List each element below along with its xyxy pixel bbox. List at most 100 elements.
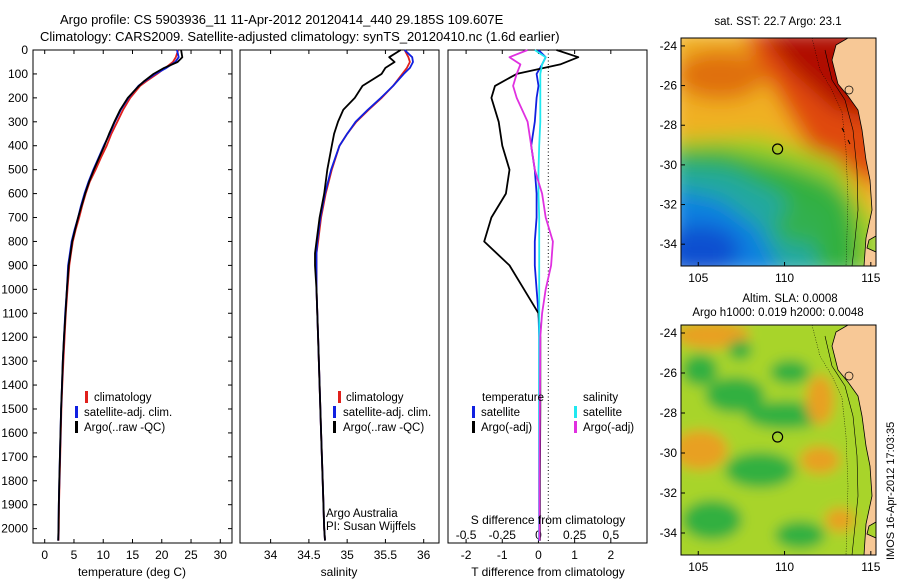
sla-map-subtitle: Argo h1000: 0.019 h2000: 0.0048 xyxy=(692,307,863,319)
depth-tick-label: 900 xyxy=(8,258,28,272)
x-tick-label: 0 xyxy=(535,548,542,562)
side-stamp: IMOS 16-Apr-2012 17:03:35 xyxy=(885,422,897,560)
temperature-panel: 0100200300400500600700800900100011001200… xyxy=(1,43,647,579)
legend-item: satellite-adj. clim. xyxy=(84,407,172,419)
x-tick-label: 1 xyxy=(571,548,578,562)
salinity-axis-label: salinity xyxy=(321,565,358,579)
temperature-ticks: 0 5 10 15 20 25 30 xyxy=(41,50,227,562)
temperature-legend: climatology satellite-adj. clim. Argo(..… xyxy=(75,391,172,434)
legend-swatch xyxy=(338,391,341,403)
difference-series xyxy=(483,49,580,541)
map-y-tick-label: -30 xyxy=(660,446,678,460)
x-tick-label: 34 xyxy=(264,548,278,562)
salinity-series xyxy=(314,49,414,541)
x-tick-label: 34.5 xyxy=(297,548,321,562)
depth-tick-label: 400 xyxy=(8,139,28,153)
map-x-tick-label: 105 xyxy=(688,271,708,285)
depth-tick-label: 600 xyxy=(8,187,28,201)
depth-tick-label: 100 xyxy=(8,67,28,81)
difference-panel: -2 -1 0 1 2 -0.5 -0.25 0 0.25 0.5 S difference f… xyxy=(447,49,648,579)
x-tick-label: 35 xyxy=(340,548,354,562)
map-y-tick-label: -24 xyxy=(660,326,678,340)
argo-position-marker xyxy=(771,143,784,155)
map-y-tick-label: -32 xyxy=(660,198,678,212)
legend-swatch xyxy=(574,421,577,433)
x-tick-label: 20 xyxy=(155,548,169,562)
x-tick-label: 10 xyxy=(97,548,111,562)
legend-title-salinity: salinity xyxy=(583,392,618,404)
t-difference-ticks: -2 -1 0 1 2 xyxy=(461,50,614,562)
x-tick-label: 0 xyxy=(41,548,48,562)
legend-item: Argo(..raw -QC) xyxy=(343,422,424,434)
map-y-tick-label: -28 xyxy=(660,406,678,420)
s-tick-label: -0.5 xyxy=(456,528,477,542)
series-line-2 xyxy=(57,49,184,541)
argo-note-2: PI: Susan Wijffels xyxy=(326,521,416,533)
salinity-legend: climatology satellite-adj. clim. Argo(..… xyxy=(333,391,431,434)
legend-item: Argo(-adj) xyxy=(583,422,634,434)
series-line-3 xyxy=(508,49,554,541)
x-tick-label: 5 xyxy=(71,548,78,562)
s-difference-label: S difference from climatology xyxy=(471,513,626,527)
sst-map-title: sat. SST: 22.7 Argo: 23.1 xyxy=(714,16,841,28)
map-y-tick-label: -24 xyxy=(660,39,678,53)
map-x-tick-label: 115 xyxy=(861,560,880,574)
depth-tick-label: 1900 xyxy=(1,498,28,512)
salinity-panel: 34 34.5 35 35.5 36 salinity climatology sate… xyxy=(239,49,440,579)
legend-swatch xyxy=(333,421,336,433)
x-tick-label: 25 xyxy=(184,548,198,562)
depth-tick-label: 300 xyxy=(8,115,28,129)
temperature-axis-label: temperature (deg C) xyxy=(78,565,186,579)
map-x-tick-label: 110 xyxy=(775,560,794,574)
depth-tick-label: 0 xyxy=(21,43,28,57)
legend-swatch xyxy=(75,421,78,433)
depth-tick-label: 200 xyxy=(8,91,28,105)
legend-swatch xyxy=(333,406,336,418)
sst-map: sat. SST: 22.7 Argo: 23.1 105 110 115-2 xyxy=(660,16,881,285)
depth-tick-label: 700 xyxy=(8,211,28,225)
sla-map-ticks: 105 110 115 -24 -26 -28 -30 -32 -34 xyxy=(660,326,881,574)
salinity-ticks: 34 34.5 35 35.5 36 xyxy=(264,50,431,562)
map-y-tick-label: -26 xyxy=(660,366,678,380)
series-line-2 xyxy=(314,49,402,541)
legend-title-temperature: temperature xyxy=(482,392,544,404)
map-y-tick-label: -34 xyxy=(660,237,678,251)
sla-map: Altim. SLA: 0.0008 Argo h1000: 0.019 h20… xyxy=(660,293,881,574)
legend-item: satellite xyxy=(583,407,622,419)
x-tick-label: 30 xyxy=(214,548,228,562)
depth-tick-label: 1000 xyxy=(1,282,28,296)
depth-tick-label: 2000 xyxy=(1,522,28,536)
argo-position-marker xyxy=(771,431,784,443)
legend-item: satellite xyxy=(481,407,520,419)
temperature-series xyxy=(57,49,184,541)
x-tick-label: -2 xyxy=(461,548,472,562)
map-x-tick-label: 110 xyxy=(775,271,794,285)
legend-swatch xyxy=(574,406,577,418)
s-tick-label: 0.25 xyxy=(563,528,587,542)
map-x-tick-label: 105 xyxy=(688,560,708,574)
depth-tick-label: 1500 xyxy=(1,402,28,416)
legend-swatch xyxy=(85,391,88,403)
legend-item: satellite-adj. clim. xyxy=(343,407,431,419)
x-tick-label: -1 xyxy=(497,548,508,562)
depth-tick-label: 1800 xyxy=(1,474,28,488)
legend-item: climatology xyxy=(94,392,152,404)
depth-tick-label: 800 xyxy=(8,234,28,248)
header-line1: Argo profile: CS 5903936_11 11-Apr-2012 … xyxy=(60,12,504,27)
map-y-tick-label: -28 xyxy=(660,118,678,132)
legend-item: Argo(..raw -QC) xyxy=(84,422,165,434)
map-y-tick-label: -34 xyxy=(660,526,678,540)
legend-item: Argo(-adj) xyxy=(481,422,532,434)
depth-tick-label: 1400 xyxy=(1,378,28,392)
x-tick-label: 35.5 xyxy=(374,548,398,562)
depth-tick-label: 1300 xyxy=(1,354,28,368)
s-tick-label: -0.25 xyxy=(489,528,517,542)
x-tick-label: 15 xyxy=(126,548,140,562)
depth-tick-label: 1200 xyxy=(1,330,28,344)
argo-note-1: Argo Australia xyxy=(326,508,398,520)
depth-tick-label: 500 xyxy=(8,163,28,177)
difference-legend: temperature salinity satellite Argo(-adj… xyxy=(472,392,634,434)
map-y-tick-label: -30 xyxy=(660,158,678,172)
map-y-tick-label: -32 xyxy=(660,486,678,500)
